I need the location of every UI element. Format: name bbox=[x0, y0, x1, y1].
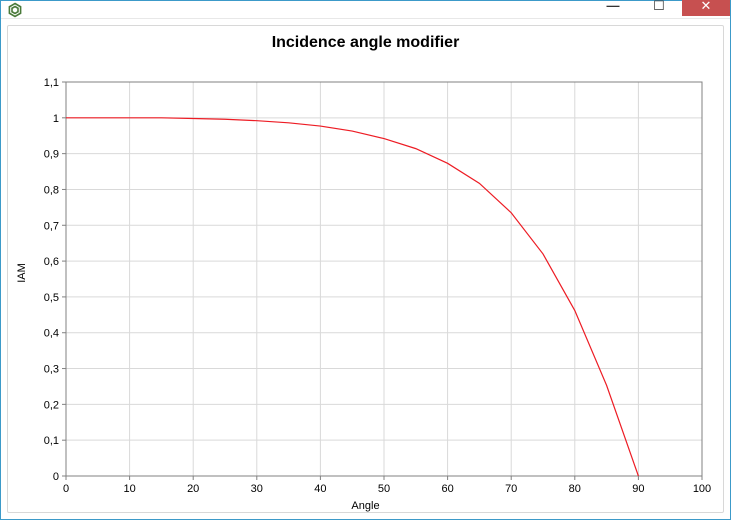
svg-text:50: 50 bbox=[378, 483, 390, 495]
svg-text:30: 30 bbox=[251, 483, 263, 495]
chart-container: Incidence angle modifier IAM Angle 01020… bbox=[14, 34, 717, 512]
titlebar: — ☐ ✕ bbox=[1, 1, 730, 19]
app-window: — ☐ ✕ Incidence angle modifier IAM Angle… bbox=[0, 0, 731, 520]
svg-text:100: 100 bbox=[693, 483, 711, 495]
chart-svg: 0 10 20 30 40 50 60 70 80 90 100 0 0,1 0,2 0,3 0,4 0,5 0,… bbox=[14, 52, 716, 510]
svg-text:0: 0 bbox=[63, 483, 69, 495]
chart-title: Incidence angle modifier bbox=[14, 34, 717, 52]
svg-text:20: 20 bbox=[187, 483, 199, 495]
svg-text:0,7: 0,7 bbox=[44, 220, 59, 232]
svg-text:0,4: 0,4 bbox=[44, 328, 59, 340]
svg-text:70: 70 bbox=[505, 483, 517, 495]
svg-text:60: 60 bbox=[441, 483, 453, 495]
svg-text:90: 90 bbox=[632, 483, 644, 495]
svg-text:1,1: 1,1 bbox=[44, 77, 59, 89]
close-button[interactable]: ✕ bbox=[682, 0, 730, 16]
svg-text:10: 10 bbox=[123, 483, 135, 495]
svg-text:0,9: 0,9 bbox=[44, 149, 59, 161]
svg-text:0,8: 0,8 bbox=[44, 184, 59, 196]
svg-text:0,2: 0,2 bbox=[44, 399, 59, 411]
svg-text:0,3: 0,3 bbox=[44, 364, 59, 376]
svg-text:0: 0 bbox=[53, 471, 59, 483]
svg-text:1: 1 bbox=[53, 113, 59, 125]
app-icon bbox=[7, 2, 23, 18]
content-area: Incidence angle modifier IAM Angle 01020… bbox=[1, 19, 730, 519]
minimize-button[interactable]: — bbox=[590, 0, 636, 16]
svg-text:0,6: 0,6 bbox=[44, 256, 59, 268]
y-axis-label: IAM bbox=[16, 263, 28, 283]
svg-text:40: 40 bbox=[314, 483, 326, 495]
chart-panel: Incidence angle modifier IAM Angle 01020… bbox=[7, 25, 724, 513]
svg-text:80: 80 bbox=[569, 483, 581, 495]
x-axis-label: Angle bbox=[351, 500, 379, 512]
svg-text:0,1: 0,1 bbox=[44, 435, 59, 447]
maximize-button[interactable]: ☐ bbox=[636, 0, 682, 16]
svg-text:0,5: 0,5 bbox=[44, 292, 59, 304]
